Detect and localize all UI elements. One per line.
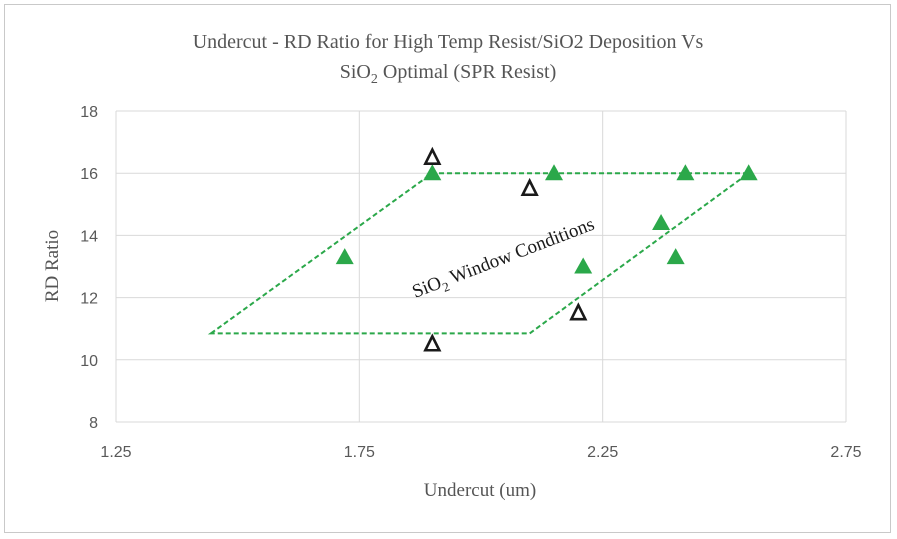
x-tick-label: 2.75	[830, 444, 861, 461]
open-triangle-point	[520, 177, 539, 197]
y-tick-label: 14	[80, 228, 98, 245]
y-tick-labels: 8 10 12 14 16 18	[80, 104, 98, 432]
window-boundary	[207, 172, 752, 335]
y-tick-label: 16	[80, 166, 98, 183]
x-tick-labels: 1.25 1.75 2.25 2.75	[100, 444, 861, 461]
open-triangle-point	[569, 302, 588, 321]
annotation-rest: Window Conditions	[443, 214, 597, 290]
x-tick-label: 1.25	[100, 444, 131, 461]
window-region	[207, 172, 752, 335]
title-sio: SiO	[340, 61, 371, 83]
y-tick-label: 12	[80, 291, 98, 308]
y-tick-label: 8	[89, 415, 98, 432]
chart-frame	[4, 4, 891, 533]
x-axis-label: Undercut (um)	[424, 480, 536, 501]
x-tick-label: 2.25	[587, 444, 618, 461]
filled-triangle-point	[666, 248, 685, 265]
x-tick-label: 1.75	[344, 444, 375, 461]
chart-title-line2: SiO2 Optimal (SPR Resist)	[340, 61, 556, 87]
annotation-subscript: 2	[440, 279, 451, 295]
data-points	[335, 146, 758, 352]
y-tick-label: 10	[80, 353, 98, 370]
grid-lines	[115, 110, 847, 423]
open-triangle-point	[423, 333, 442, 352]
annotation-sio: SiO	[409, 272, 444, 302]
filled-triangle-point	[335, 248, 354, 265]
title-rest: Optimal (SPR Resist)	[378, 61, 556, 83]
y-axis-label: RD Ratio	[42, 230, 63, 302]
y-tick-label: 18	[80, 104, 98, 121]
filled-triangle-point	[423, 164, 442, 181]
filled-triangle-point	[545, 164, 563, 181]
window-annotation: SiO2 Window Conditions	[409, 214, 598, 306]
filled-triangle-point	[676, 164, 695, 181]
chart-title-line1: Undercut - RD Ratio for High Temp Resist…	[193, 31, 704, 53]
filled-triangle-point	[574, 257, 593, 274]
filled-triangle-point	[652, 213, 671, 230]
title-subscript: 2	[371, 72, 378, 87]
open-triangle-point	[423, 146, 442, 165]
filled-triangle-point	[739, 164, 758, 181]
